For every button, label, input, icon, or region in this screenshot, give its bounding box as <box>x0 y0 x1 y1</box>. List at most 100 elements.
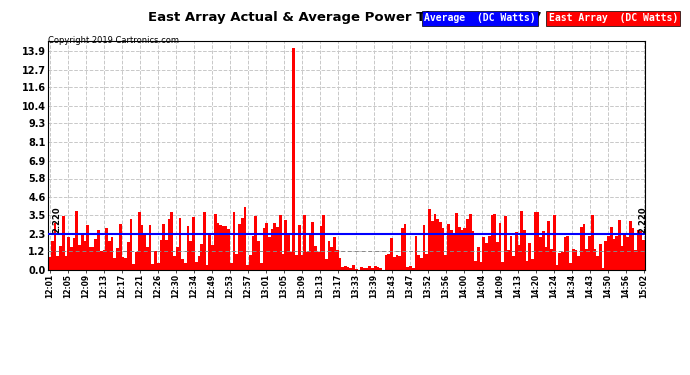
Bar <box>482 237 485 270</box>
Bar <box>70 248 72 270</box>
Bar <box>431 221 433 270</box>
Bar <box>68 237 70 270</box>
Bar <box>512 256 515 270</box>
Bar <box>390 237 393 270</box>
Bar <box>428 210 431 270</box>
Bar <box>154 251 157 270</box>
Bar <box>453 234 455 270</box>
Bar <box>284 220 287 270</box>
Bar <box>295 255 298 270</box>
Bar <box>103 250 106 270</box>
Bar <box>360 267 363 270</box>
Bar <box>270 229 273 270</box>
Bar <box>317 252 319 270</box>
Bar <box>374 266 377 270</box>
Bar <box>72 238 75 270</box>
Bar <box>257 241 260 270</box>
Bar <box>352 266 355 270</box>
Bar <box>436 219 439 270</box>
Bar <box>219 225 222 270</box>
Bar <box>119 224 121 270</box>
Bar <box>621 246 624 270</box>
Bar <box>144 235 146 270</box>
Bar <box>591 215 593 270</box>
Bar <box>225 226 228 270</box>
Text: 2.220: 2.220 <box>52 206 61 233</box>
Bar <box>540 237 542 270</box>
Bar <box>260 263 263 270</box>
Bar <box>206 265 208 270</box>
Bar <box>477 247 480 270</box>
Bar <box>51 242 54 270</box>
Bar <box>526 261 529 270</box>
Bar <box>62 216 65 270</box>
Bar <box>387 254 390 270</box>
Bar <box>349 268 352 270</box>
Bar <box>339 258 342 270</box>
Bar <box>610 227 613 270</box>
Bar <box>81 235 83 270</box>
Bar <box>162 224 165 270</box>
Bar <box>545 247 547 270</box>
Bar <box>263 228 266 270</box>
Bar <box>132 264 135 270</box>
Bar <box>596 256 599 270</box>
Text: Average  (DC Watts): Average (DC Watts) <box>424 13 536 23</box>
Bar <box>268 237 270 270</box>
Bar <box>298 225 301 270</box>
Bar <box>550 249 553 270</box>
Bar <box>187 226 189 270</box>
Bar <box>217 223 219 270</box>
Bar <box>238 224 241 270</box>
Bar <box>241 218 244 270</box>
Bar <box>301 255 304 270</box>
Bar <box>634 250 637 270</box>
Bar <box>398 256 401 270</box>
Bar <box>146 247 148 270</box>
Bar <box>290 252 293 270</box>
Bar <box>195 262 197 270</box>
Bar <box>189 241 192 270</box>
Bar <box>553 215 555 270</box>
Bar <box>583 224 586 270</box>
Bar <box>631 228 634 270</box>
Bar <box>366 268 368 270</box>
Bar <box>404 224 406 270</box>
Bar <box>626 237 629 270</box>
Bar <box>426 254 428 270</box>
Bar <box>572 249 575 270</box>
Bar <box>252 236 255 270</box>
Bar <box>116 248 119 270</box>
Bar <box>159 240 162 270</box>
Bar <box>575 250 578 270</box>
Bar <box>496 242 499 270</box>
Bar <box>308 234 311 270</box>
Bar <box>121 257 124 270</box>
Bar <box>328 241 331 270</box>
Bar <box>214 214 217 270</box>
Bar <box>371 268 374 270</box>
Bar <box>450 230 453 270</box>
Bar <box>555 265 558 270</box>
Bar <box>447 224 450 270</box>
Bar <box>179 218 181 270</box>
Bar <box>604 241 607 270</box>
Bar <box>566 236 569 270</box>
Bar <box>520 211 523 270</box>
Bar <box>444 255 447 270</box>
Bar <box>314 246 317 270</box>
Bar <box>65 256 68 270</box>
Bar <box>586 249 588 270</box>
Bar <box>255 216 257 270</box>
Bar <box>564 237 566 270</box>
Bar <box>629 221 631 270</box>
Bar <box>461 230 464 270</box>
Bar <box>377 267 380 270</box>
Bar <box>537 212 540 270</box>
Bar <box>412 268 415 270</box>
Bar <box>319 226 322 270</box>
Bar <box>607 237 610 270</box>
Bar <box>442 228 444 270</box>
Bar <box>393 257 395 270</box>
Bar <box>282 254 284 270</box>
